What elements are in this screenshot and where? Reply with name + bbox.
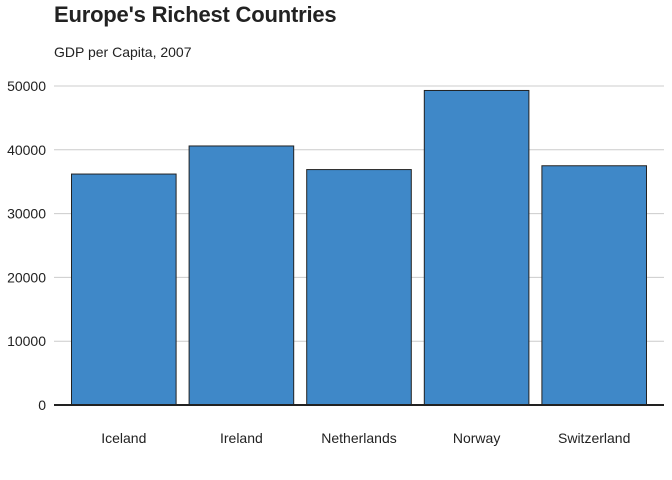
bar-norway <box>423 89 530 406</box>
bars <box>71 89 648 406</box>
x-tick-label: Iceland <box>101 430 146 446</box>
x-tick-label: Netherlands <box>321 430 397 446</box>
x-tick-label: Ireland <box>220 430 263 446</box>
y-tick-label: 50000 <box>7 78 46 94</box>
bar-netherlands <box>306 169 412 406</box>
x-tick-label: Norway <box>453 430 500 446</box>
y-tick-label: 40000 <box>7 142 46 158</box>
y-tick-label: 30000 <box>7 206 46 222</box>
bar-switzerland <box>541 165 648 406</box>
y-axis-tick-labels: 0 10000 20000 30000 40000 50000 <box>7 78 46 413</box>
bar-ireland <box>188 145 295 406</box>
chart-title: Europe's Richest Countries <box>54 2 337 27</box>
x-axis-tick-labels: Iceland Ireland Netherlands Norway Switzerla… <box>101 430 630 446</box>
chart-subtitle: GDP per Capita, 2007 <box>54 44 192 60</box>
x-tick-label: Switzerland <box>558 430 630 446</box>
bar-iceland <box>71 173 177 406</box>
y-tick-label: 10000 <box>7 333 46 349</box>
y-tick-label: 20000 <box>7 269 46 285</box>
y-tick-label: 0 <box>38 397 46 413</box>
